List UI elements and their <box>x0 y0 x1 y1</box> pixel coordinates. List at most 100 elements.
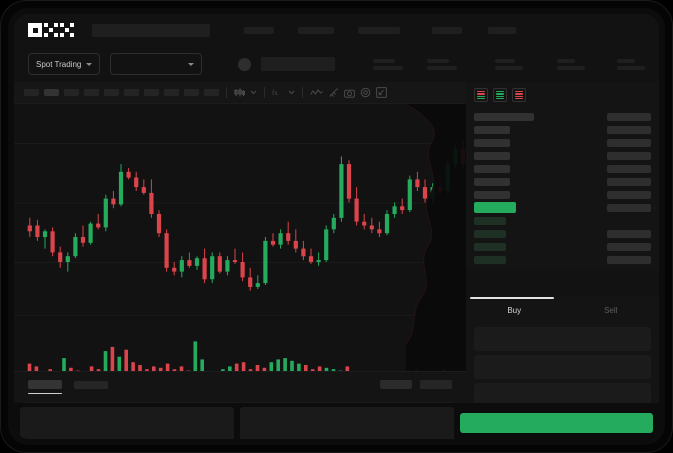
tab-order-history[interactable] <box>74 380 108 389</box>
buy-sell-tabs: Buy Sell <box>466 297 659 323</box>
timeframe-button[interactable] <box>124 89 139 96</box>
timeframe-button[interactable] <box>184 89 199 96</box>
camera-icon[interactable] <box>344 88 355 98</box>
ob-amount-bar <box>474 242 506 251</box>
tab-buy[interactable]: Buy <box>507 305 522 315</box>
indicator-fx-icon[interactable]: fx <box>272 88 283 97</box>
timeframe-button[interactable] <box>84 89 99 96</box>
ob-price-bar <box>607 255 651 264</box>
candlestick-series <box>14 141 466 316</box>
ob-amount-bar <box>474 138 510 147</box>
depth-both-icon[interactable] <box>474 88 488 102</box>
timeframe-button-active[interactable] <box>44 89 59 96</box>
timeframe-button[interactable] <box>204 89 219 96</box>
okx-logo[interactable] <box>28 23 74 37</box>
nav-item-trade[interactable] <box>244 26 274 34</box>
chart-toolbar: fx <box>14 82 466 104</box>
bottom-action-2[interactable] <box>420 380 452 389</box>
timeframe-button[interactable] <box>104 89 119 96</box>
timeframe-button[interactable] <box>24 89 39 96</box>
ob-amount-bar <box>474 216 506 225</box>
ob-price-bar <box>607 125 651 134</box>
footer-panel-2[interactable] <box>240 407 454 439</box>
stat-change-24h <box>373 58 403 70</box>
ob-row-ask[interactable] <box>474 136 651 149</box>
nav-item-markets[interactable] <box>298 26 334 34</box>
depth-bids-icon[interactable] <box>493 88 507 102</box>
chevron-down-icon[interactable] <box>250 90 257 95</box>
global-search-input[interactable] <box>92 23 210 37</box>
ob-row-ask[interactable] <box>474 188 651 201</box>
market-pair-bar: Spot Trading <box>14 46 659 82</box>
chevron-down-icon <box>86 62 93 66</box>
nav-item-more[interactable] <box>432 26 462 34</box>
ob-row-ask[interactable] <box>474 110 651 123</box>
ob-amount-bar <box>474 125 510 134</box>
ob-amount-bar <box>474 112 534 121</box>
submit-buy-button[interactable] <box>460 413 653 433</box>
ob-price-bar <box>607 203 651 212</box>
order-book-rows[interactable] <box>466 108 659 266</box>
line-chart-icon[interactable] <box>310 88 323 97</box>
price-chart-area[interactable] <box>14 104 466 371</box>
toolbar-divider <box>264 87 265 98</box>
ob-price-bar <box>607 177 651 186</box>
ob-amount-bar <box>474 151 510 160</box>
ob-price-bar <box>607 138 651 147</box>
timeframe-button[interactable] <box>164 89 179 96</box>
stat-low-24h <box>495 58 523 70</box>
ob-row-ask[interactable] <box>474 162 651 175</box>
toolbar-divider <box>226 87 227 98</box>
ob-amount-bar <box>474 177 510 186</box>
tab-open-orders[interactable] <box>28 380 62 394</box>
nav-item-earn[interactable] <box>358 26 400 34</box>
amount-field[interactable] <box>474 355 651 379</box>
ob-amount-bar <box>474 164 510 173</box>
trading-mode-label: Spot Trading <box>36 59 82 69</box>
top-navigation-bar <box>14 14 659 46</box>
trading-mode-selector[interactable]: Spot Trading <box>28 53 101 75</box>
logo-letter-k <box>44 23 58 37</box>
settings-gear-icon[interactable] <box>360 87 371 98</box>
ob-row-bid[interactable] <box>474 240 651 253</box>
ob-row-ask[interactable] <box>474 149 651 162</box>
ob-price-bar <box>607 229 651 238</box>
logo-letter-o <box>28 23 42 37</box>
logo-letter-x <box>60 23 74 37</box>
ob-row-bid[interactable] <box>474 227 651 240</box>
nav-item-list <box>220 26 645 34</box>
stat-volume-base <box>557 58 585 70</box>
timeframe-button[interactable] <box>64 89 79 96</box>
tab-sell[interactable]: Sell <box>604 305 618 315</box>
nav-item-assets[interactable] <box>488 26 516 34</box>
app-screen: Spot Trading <box>14 14 659 439</box>
coin-avatar-icon <box>238 57 251 71</box>
trade-form-panel: Buy Sell <box>466 297 659 427</box>
active-tab-indicator <box>470 297 554 299</box>
pair-select[interactable] <box>110 53 203 75</box>
stat-volume-quote <box>617 58 645 70</box>
ob-row-bid[interactable] <box>474 214 651 227</box>
svg-text:fx: fx <box>272 89 278 97</box>
ob-amount-bar <box>474 190 510 199</box>
price-field[interactable] <box>474 327 651 351</box>
volume-series <box>27 341 446 371</box>
candlestick-chart-icon[interactable] <box>234 88 245 97</box>
timeframe-button[interactable] <box>144 89 159 96</box>
footer-panel-1[interactable] <box>20 407 234 439</box>
depth-asks-icon[interactable] <box>512 88 526 102</box>
fullscreen-icon[interactable] <box>376 87 387 98</box>
ob-row-ask[interactable] <box>474 175 651 188</box>
bottom-action-1[interactable] <box>380 380 412 389</box>
drawing-tools-icon[interactable] <box>328 87 339 98</box>
chart-region-overlay <box>406 104 466 371</box>
active-tab-indicator <box>28 392 62 394</box>
orders-tab-list <box>14 372 466 394</box>
chevron-down-icon[interactable] <box>288 90 295 95</box>
ob-row-bid[interactable] <box>474 253 651 266</box>
ob-row-last-price[interactable] <box>474 201 651 214</box>
order-book-view-toggles <box>466 82 659 108</box>
ob-amount-bar <box>474 202 516 213</box>
ob-row-ask[interactable] <box>474 123 651 136</box>
